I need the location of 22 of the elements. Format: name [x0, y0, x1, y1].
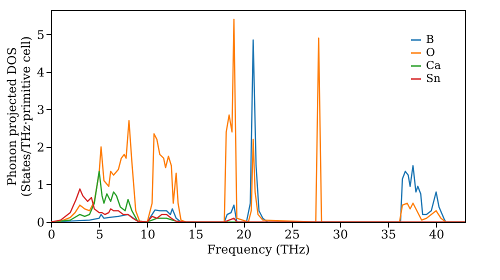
legend-label: O: [426, 46, 436, 59]
y-tick-label: 0: [36, 216, 44, 230]
x-tick-label: 25: [284, 228, 300, 242]
x-tick-label: 35: [380, 228, 396, 242]
y-tick-label: 4: [36, 65, 45, 80]
x-axis-title: Frequency (THz): [207, 242, 310, 256]
x-tick-label: 0: [48, 228, 56, 242]
x-tick-label: 20: [236, 228, 252, 242]
legend-label: Sn: [426, 72, 441, 85]
y-tick-label: 2: [36, 140, 44, 154]
x-tick-label: 10: [140, 228, 156, 242]
legend-label: Ca: [426, 59, 442, 72]
x-tick-label: 40: [428, 228, 444, 242]
y-tick-label: 5: [36, 28, 44, 42]
x-tick-label: 5: [96, 228, 104, 242]
x-tick-label: 30: [332, 228, 348, 242]
y-axis-title: Phonon projected DOS (States/THz·primitive cell): [4, 36, 33, 197]
x-tick-label: 15: [188, 228, 204, 242]
y-tick-label: 1: [36, 178, 44, 192]
line-series: [51, 188, 465, 222]
legend-label: B: [426, 33, 434, 46]
y-tick-label: 3: [36, 102, 44, 117]
